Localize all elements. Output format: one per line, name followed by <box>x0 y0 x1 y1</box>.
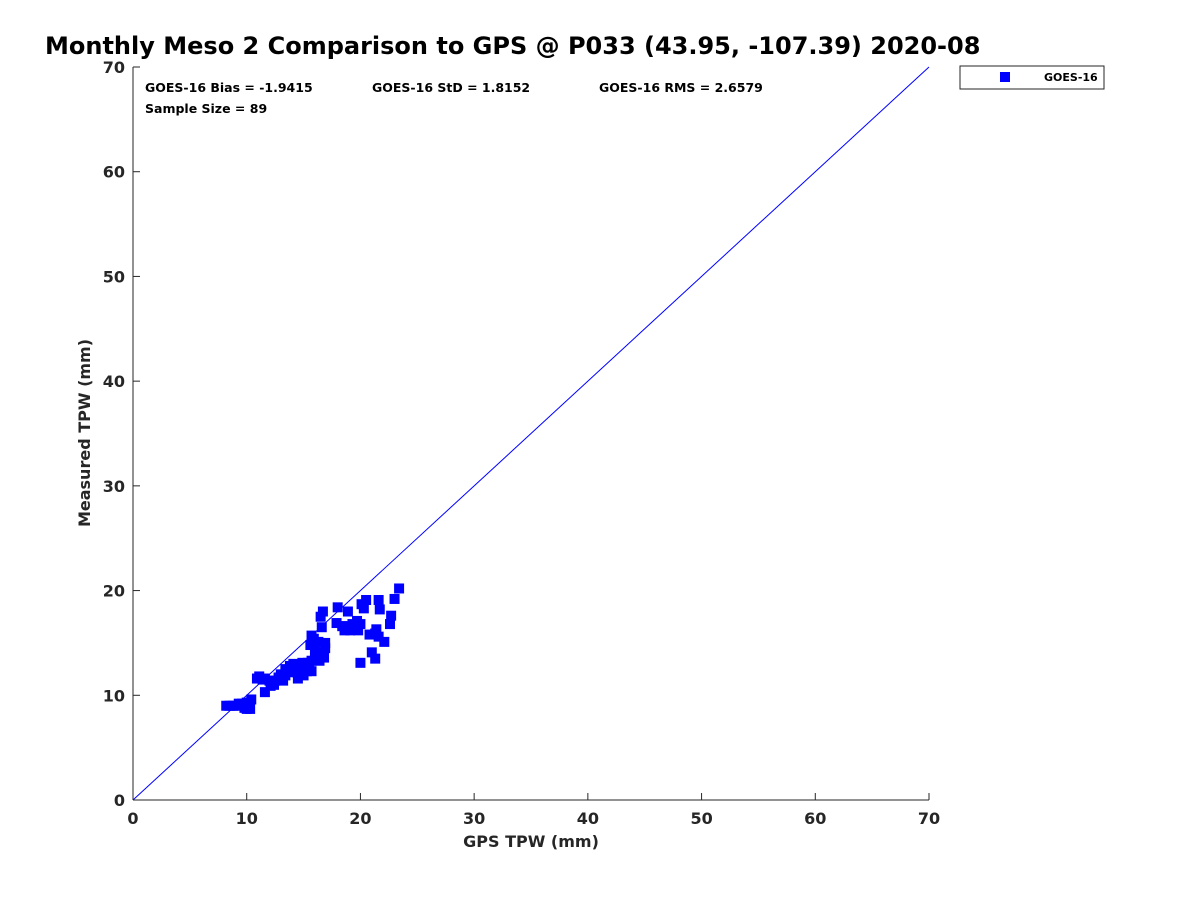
plot-area: 0 10 20 30 40 50 60 70 0 10 20 30 40 50 60 70 <box>103 58 940 828</box>
chart-title: Monthly Meso 2 Comparison to GPS @ P033 … <box>45 32 980 60</box>
legend-box <box>959 65 1105 90</box>
rms-stat: GOES-16 RMS = 2.6579 <box>599 80 763 95</box>
data-point <box>361 594 372 605</box>
legend: GOES-16 <box>959 65 1105 90</box>
data-point <box>309 646 320 657</box>
y-tick-label: 70 <box>103 58 125 77</box>
data-point <box>292 673 303 684</box>
data-point <box>306 666 317 677</box>
data-point <box>374 604 385 615</box>
x-tick-label: 40 <box>577 809 599 828</box>
legend-marker-square-icon <box>1000 72 1010 82</box>
data-point <box>239 702 250 713</box>
y-tick-label: 10 <box>103 686 125 705</box>
data-point <box>386 610 397 621</box>
y-tick-label: 20 <box>103 582 125 601</box>
data-point <box>315 611 326 622</box>
y-axis-label: Measured TPW (mm) <box>75 339 94 527</box>
data-point <box>384 619 395 630</box>
x-tick-label: 0 <box>127 809 138 828</box>
y-axis-ticks: 0 10 20 30 40 50 60 70 <box>103 58 140 810</box>
goes16-points <box>221 583 405 714</box>
data-point <box>259 687 270 698</box>
sample-size-stat: Sample Size = 89 <box>145 101 267 116</box>
y-tick-label: 30 <box>103 477 125 496</box>
data-point <box>353 625 364 636</box>
data-point <box>371 624 382 635</box>
x-axis-ticks: 0 10 20 30 40 50 60 70 <box>127 793 940 828</box>
data-point <box>278 675 289 686</box>
x-tick-label: 50 <box>690 809 712 828</box>
x-tick-label: 70 <box>918 809 940 828</box>
data-point <box>316 622 327 633</box>
data-point <box>241 697 252 708</box>
data-point <box>379 636 390 647</box>
data-point <box>331 618 342 629</box>
y-tick-label: 60 <box>103 163 125 182</box>
data-point <box>373 631 384 642</box>
data-point <box>366 647 377 658</box>
x-tick-label: 20 <box>349 809 371 828</box>
data-point <box>364 629 375 640</box>
data-point <box>266 678 277 689</box>
data-point <box>320 637 331 648</box>
data-point <box>355 657 366 668</box>
data-point <box>342 606 353 617</box>
x-axis-label: GPS TPW (mm) <box>463 832 599 851</box>
data-point <box>389 593 400 604</box>
data-point <box>332 602 343 613</box>
std-stat: GOES-16 StD = 1.8152 <box>372 80 530 95</box>
y-tick-label: 40 <box>103 372 125 391</box>
legend-label: GOES-16 <box>1044 71 1098 84</box>
data-point <box>317 650 328 661</box>
data-point <box>355 619 366 630</box>
x-tick-label: 60 <box>804 809 826 828</box>
data-point <box>373 594 384 605</box>
data-point <box>358 603 369 614</box>
y-tick-label: 0 <box>114 791 125 810</box>
data-point <box>245 703 256 714</box>
data-point <box>305 640 316 651</box>
data-point <box>394 583 405 594</box>
x-tick-label: 30 <box>463 809 485 828</box>
bias-stat: GOES-16 Bias = -1.9415 <box>145 80 313 95</box>
y-tick-label: 50 <box>103 267 125 286</box>
x-tick-label: 10 <box>236 809 258 828</box>
data-point <box>317 606 328 617</box>
data-point <box>370 653 381 664</box>
data-point <box>320 643 331 654</box>
data-point <box>313 636 324 647</box>
